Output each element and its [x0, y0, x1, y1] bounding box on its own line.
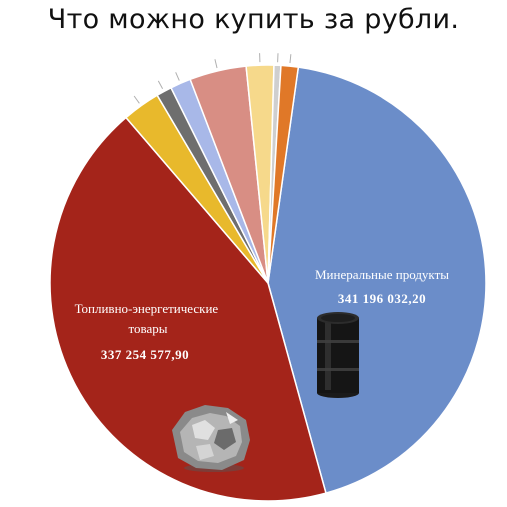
slice-label-value: 341 196 032,20	[338, 291, 426, 306]
oil-barrel-icon	[317, 312, 359, 398]
small-slice-ticks	[133, 53, 292, 104]
pie-slices	[49, 64, 487, 502]
label-mineral-products: Минеральные продукты 341 196 032,20	[315, 267, 449, 306]
chart-title: Что можно купить за рубли.	[47, 4, 460, 35]
slice-tick-3	[157, 80, 164, 89]
slice-tick-8	[289, 54, 292, 64]
slice-tick-4	[175, 72, 180, 81]
slice-tick-2	[133, 95, 140, 104]
pie-slice-8	[267, 64, 300, 284]
coal-lump-icon	[172, 405, 250, 472]
pie-slice-1	[49, 116, 327, 502]
slice-label-name: Минеральные продукты	[315, 267, 449, 282]
slice-tick-5	[214, 59, 218, 69]
label-fuel-energy-goods: Топливно-энергетические товары 337 254 5…	[75, 301, 222, 362]
slice-label-value: 337 254 577,90	[101, 347, 189, 362]
slice-label-name: Топливно-энергетические товары	[75, 301, 222, 336]
